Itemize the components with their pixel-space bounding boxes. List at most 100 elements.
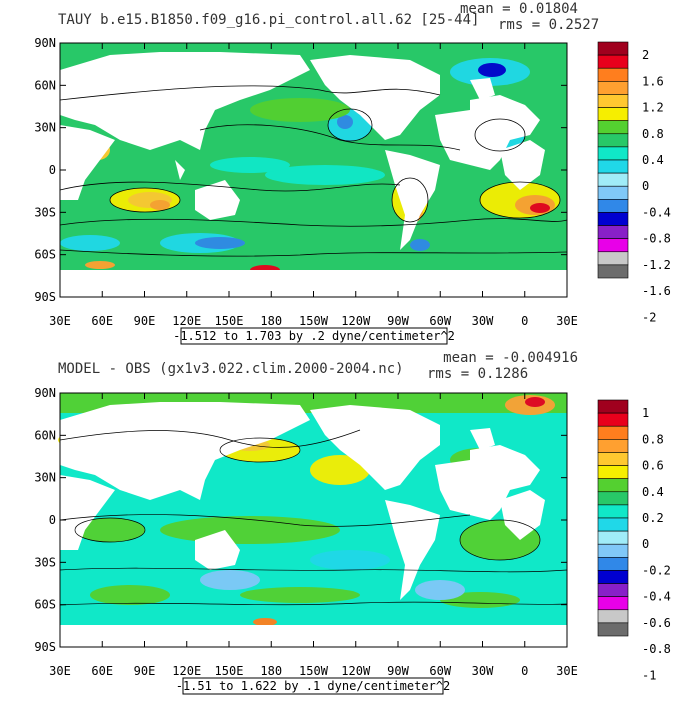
x-tick-label: 120E xyxy=(172,664,201,678)
colorbar-label: 0.4 xyxy=(642,153,664,167)
colorbar-label: 2 xyxy=(642,48,649,62)
y-tick-label: 90S xyxy=(34,640,56,654)
colorbar-swatch xyxy=(597,517,629,532)
x-tick-label: 90W xyxy=(387,314,409,328)
x-tick-label: 60W xyxy=(429,664,451,678)
colorbar-swatch xyxy=(597,504,629,519)
x-tick-label: 90E xyxy=(134,664,156,678)
y-tick-label: 90S xyxy=(34,290,56,304)
colorbar-swatch xyxy=(597,54,629,69)
colorbar-label: -1 xyxy=(642,668,656,682)
colorbar-swatch xyxy=(597,146,629,161)
colorbar-label: -1.2 xyxy=(642,258,671,272)
x-tick-label: 30W xyxy=(472,664,494,678)
y-tick-label: 60N xyxy=(34,78,56,92)
y-tick-label: 60S xyxy=(34,598,56,612)
x-tick-label: 30E xyxy=(49,664,71,678)
colorbar-swatch xyxy=(597,530,629,545)
colorbar-swatch xyxy=(597,452,629,466)
colorbar-label: -1.6 xyxy=(642,284,671,298)
panel1-mean: mean = 0.01804 xyxy=(460,1,578,17)
colorbar-swatch xyxy=(597,251,629,266)
colorbar-label: 0.8 xyxy=(642,127,664,141)
colorbar-swatch xyxy=(597,212,629,226)
x-tick-label: 90E xyxy=(134,314,156,328)
colorbar-swatch xyxy=(597,67,629,82)
x-tick-label: 30W xyxy=(472,314,494,328)
colorbar-swatch xyxy=(597,41,629,56)
y-tick-label: 30N xyxy=(34,471,56,485)
panel-tauy: TAUY b.e15.B1850.f09_g16.pi_control.all.… xyxy=(34,1,671,345)
x-tick-label: 0 xyxy=(521,664,528,678)
panel1-rms: rms = 0.2527 xyxy=(498,17,599,33)
colorbar-swatch xyxy=(597,425,629,440)
panel1-y-ticks: 90N 60N 30N 0 30S 60S 90S xyxy=(34,36,567,304)
x-tick-label: 30E xyxy=(556,314,578,328)
x-tick-label: 0 xyxy=(521,314,528,328)
colorbar-swatch xyxy=(597,583,629,597)
colorbar-label: -0.6 xyxy=(642,616,671,630)
colorbar-swatch xyxy=(597,557,629,571)
panel2-land xyxy=(60,402,567,647)
panel1-colorbar: 2 1.6 1.2 0.8 0.4 0 -0.4 -0.8 -1.2 -1.6 -2 xyxy=(597,41,671,324)
panel1-land xyxy=(60,52,567,297)
colorbar-swatch xyxy=(597,199,629,213)
colorbar-label: 0.6 xyxy=(642,459,664,473)
x-tick-label: 180 xyxy=(260,314,282,328)
colorbar-label: -0.2 xyxy=(642,563,671,577)
panel2-y-ticks: 90N 60N 30N 0 30S 60S 90S xyxy=(34,386,567,654)
y-tick-label: 60N xyxy=(34,428,56,442)
colorbar-swatch xyxy=(597,94,629,108)
colorbar-swatch xyxy=(597,120,629,135)
colorbar-swatch xyxy=(597,570,629,584)
y-tick-label: 30N xyxy=(34,121,56,135)
colorbar-swatch xyxy=(597,238,629,253)
colorbar-label: -0.4 xyxy=(642,205,671,219)
panel2-title: MODEL - OBS (gx1v3.022.clim.2000-2004.nc… xyxy=(58,361,404,377)
panel2-colorbar: 1 0.8 0.6 0.4 0.2 0 -0.2 -0.4 -0.6 -0.8 -1 xyxy=(597,399,671,682)
colorbar-swatch xyxy=(597,543,629,558)
x-tick-label: 150W xyxy=(299,314,329,328)
x-tick-label: 180 xyxy=(260,664,282,678)
x-tick-label: 120W xyxy=(341,664,371,678)
y-tick-label: 90N xyxy=(34,386,56,400)
colorbar-swatch xyxy=(597,609,629,624)
colorbar-swatch xyxy=(597,465,629,479)
y-tick-label: 90N xyxy=(34,36,56,50)
colorbar-label: 1 xyxy=(642,406,649,420)
colorbar-label: 0 xyxy=(642,537,649,551)
y-tick-label: 0 xyxy=(49,513,56,527)
colorbar-swatch xyxy=(597,172,629,187)
colorbar-swatch xyxy=(597,622,629,637)
panel1-contour-info: -1.512 to 1.703 by .2 dyne/centimeter^2 xyxy=(173,329,455,343)
x-tick-label: 60E xyxy=(91,314,113,328)
colorbar-label: -2 xyxy=(642,310,656,324)
y-tick-label: 30S xyxy=(34,205,56,219)
colorbar-swatch xyxy=(597,159,629,174)
y-tick-label: 60S xyxy=(34,248,56,262)
colorbar-swatch xyxy=(597,133,629,148)
colorbar-label: -0.4 xyxy=(642,590,671,604)
colorbar-label: 0 xyxy=(642,179,649,193)
colorbar-swatch xyxy=(597,81,629,95)
panel2-mean: mean = -0.004916 xyxy=(443,350,578,366)
x-tick-label: 90W xyxy=(387,664,409,678)
colorbar-swatch xyxy=(597,107,629,121)
y-tick-label: 0 xyxy=(49,163,56,177)
panel2-contour-info: -1.51 to 1.622 by .1 dyne/centimeter^2 xyxy=(176,679,451,693)
colorbar-label: 0.2 xyxy=(642,511,664,525)
colorbar-label: -0.8 xyxy=(642,232,671,246)
panel1-title: TAUY b.e15.B1850.f09_g16.pi_control.all.… xyxy=(58,12,479,28)
colorbar-swatch xyxy=(597,185,629,200)
panel2-x-ticks: 30E 60E 90E 120E 150E 180 150W 120W 90W 60W 30W 0 30… xyxy=(49,393,578,678)
x-tick-label: 30E xyxy=(556,664,578,678)
x-tick-label: 120E xyxy=(172,314,201,328)
panel2-rms: rms = 0.1286 xyxy=(427,366,528,382)
colorbar-label: 1.6 xyxy=(642,74,664,88)
colorbar-label: 0.4 xyxy=(642,485,664,499)
x-tick-label: 150E xyxy=(215,314,244,328)
x-tick-label: 60E xyxy=(91,664,113,678)
colorbar-label: -0.8 xyxy=(642,642,671,656)
colorbar-swatch xyxy=(597,264,629,279)
